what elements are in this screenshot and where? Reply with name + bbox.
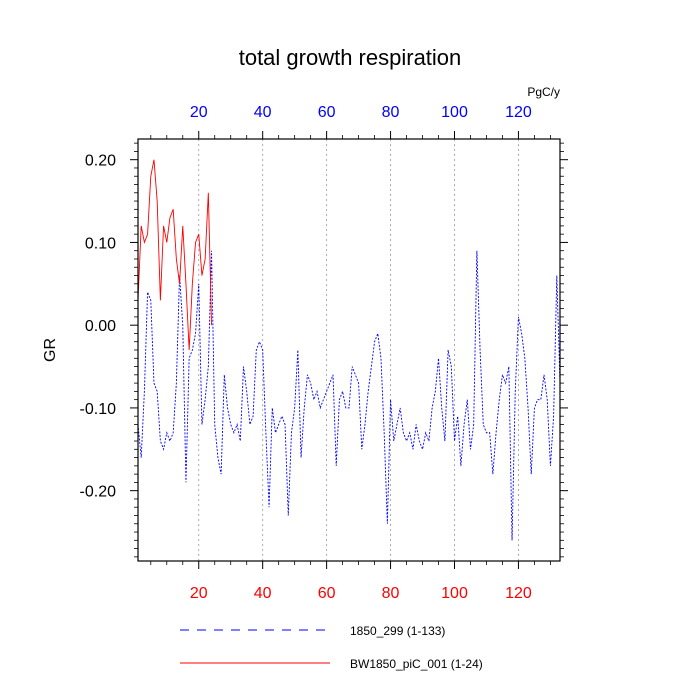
plot-frame xyxy=(137,138,561,562)
series-line-1 xyxy=(137,250,561,541)
x-tick-label-bottom: 40 xyxy=(254,585,272,602)
x-tick-label-top: 20 xyxy=(190,104,208,121)
y-tick-label: -0.20 xyxy=(80,484,117,501)
x-tick-label-top: 120 xyxy=(505,104,532,121)
x-tick-label-bottom: 20 xyxy=(190,585,208,602)
grid-layer xyxy=(198,139,519,561)
y-tick-label: 0.00 xyxy=(85,318,116,335)
x-tick-label-top: 60 xyxy=(318,104,336,121)
x-tick-label-bottom: 80 xyxy=(382,585,400,602)
legend-label-2: BW1850_piC_001 (1-24) xyxy=(350,657,483,671)
axis-layer: 0.20 0.10 0.00 -0.10 -0.20 20 40 60 80 100 120 20 40… xyxy=(80,104,568,602)
y-axis-label: GR xyxy=(42,338,59,362)
y-tick-label: 0.20 xyxy=(85,153,116,170)
chart-title: total growth respiration xyxy=(239,45,462,70)
x-tick-label-bottom: 60 xyxy=(318,585,336,602)
series-layer xyxy=(137,159,561,541)
y-tick-label: -0.10 xyxy=(80,401,117,418)
legend: 1850_299 (1-133) BW1850_piC_001 (1-24) xyxy=(180,624,483,671)
x-tick-label-top: 80 xyxy=(382,104,400,121)
series-line-2 xyxy=(137,159,212,351)
x-tick-label-top: 100 xyxy=(441,104,468,121)
x-tick-label-top: 40 xyxy=(254,104,272,121)
units-label: PgC/y xyxy=(527,85,560,99)
x-tick-label-bottom: 100 xyxy=(441,585,468,602)
y-tick-label: 0.10 xyxy=(85,235,116,252)
legend-label-1: 1850_299 (1-133) xyxy=(350,624,445,638)
x-tick-label-bottom: 120 xyxy=(505,585,532,602)
